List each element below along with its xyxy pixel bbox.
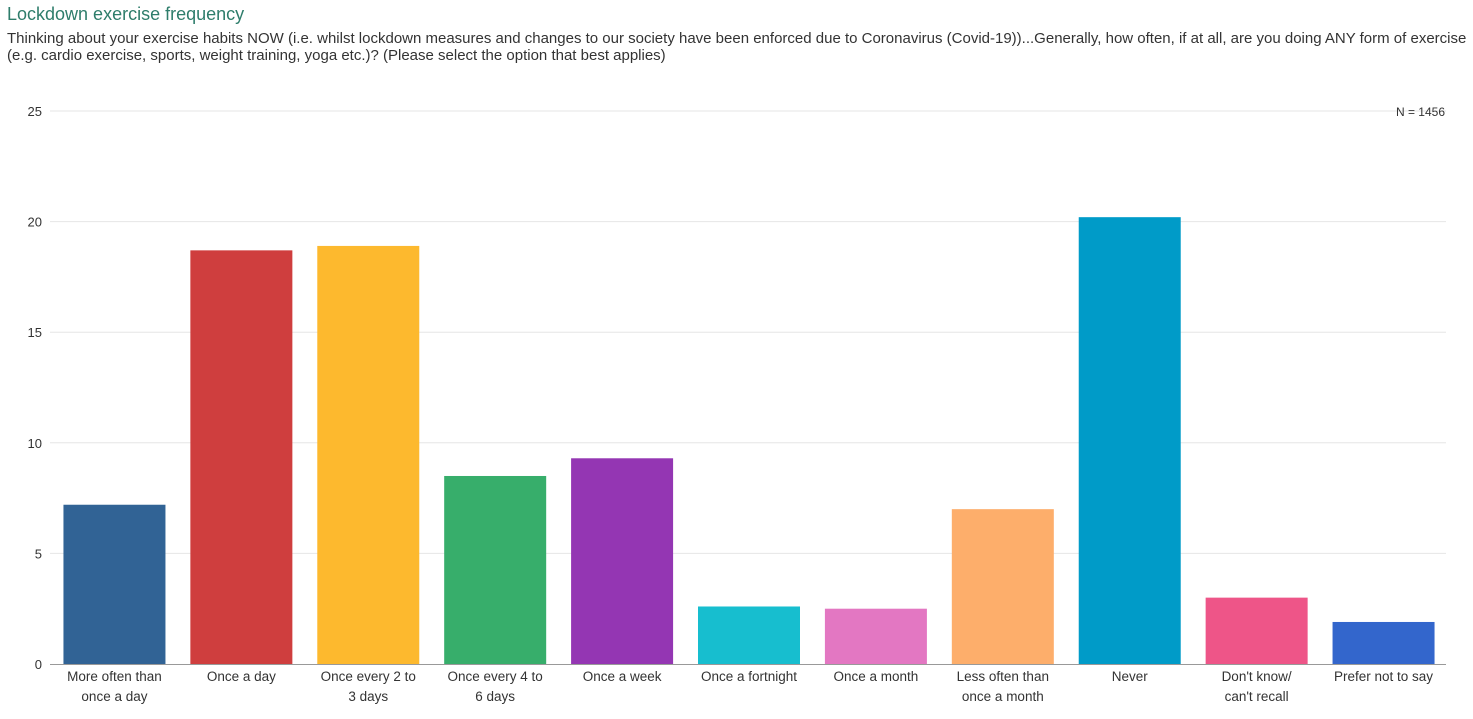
y-tick-label: 0 [35, 657, 42, 672]
x-tick-label: Never [1112, 669, 1149, 684]
x-tick-label: can't recall [1225, 689, 1289, 704]
x-tick-label: 3 days [348, 689, 388, 704]
chart-title: Lockdown exercise frequency [7, 4, 245, 24]
x-tick-label: once a day [81, 689, 147, 704]
x-tick-label: once a month [962, 689, 1044, 704]
bar [63, 504, 166, 664]
x-tick-label: Less often than [957, 669, 1049, 684]
x-tick-label: More often than [67, 669, 162, 684]
y-tick-label: 5 [35, 546, 42, 561]
bar [951, 509, 1054, 664]
chart-subtitle: Thinking about your exercise habits NOW … [7, 30, 1467, 64]
bars [63, 217, 1435, 664]
x-tick-label: Once every 2 to [321, 669, 416, 684]
x-tick-label: Don't know/ [1222, 669, 1292, 684]
bar [1332, 621, 1435, 664]
y-tick-label: 25 [28, 104, 42, 119]
bar [190, 250, 293, 664]
y-tick-label: 10 [28, 436, 42, 451]
bar [824, 608, 927, 664]
x-tick-label: Once every 4 to [448, 669, 543, 684]
bar [571, 458, 674, 664]
y-tick-label: 15 [28, 325, 42, 340]
x-tick-label: Once a fortnight [701, 669, 797, 684]
x-tick-label: Prefer not to say [1334, 669, 1433, 684]
bar [317, 245, 420, 664]
x-tick-label: 6 days [475, 689, 515, 704]
bar [1205, 597, 1308, 664]
bar [444, 475, 547, 664]
bar [1078, 217, 1181, 664]
x-tick-label: Once a month [834, 669, 919, 684]
x-axis-labels: More often than once a day Once a day Once … [67, 669, 1433, 704]
x-tick-label: Once a week [583, 669, 662, 684]
y-tick-label: 20 [28, 215, 42, 230]
sample-size-label: N = 1456 [1396, 105, 1445, 119]
bar [698, 606, 800, 664]
y-axis-ticks: 0 5 10 15 20 25 [28, 104, 42, 672]
x-tick-label: Once a day [207, 669, 276, 684]
